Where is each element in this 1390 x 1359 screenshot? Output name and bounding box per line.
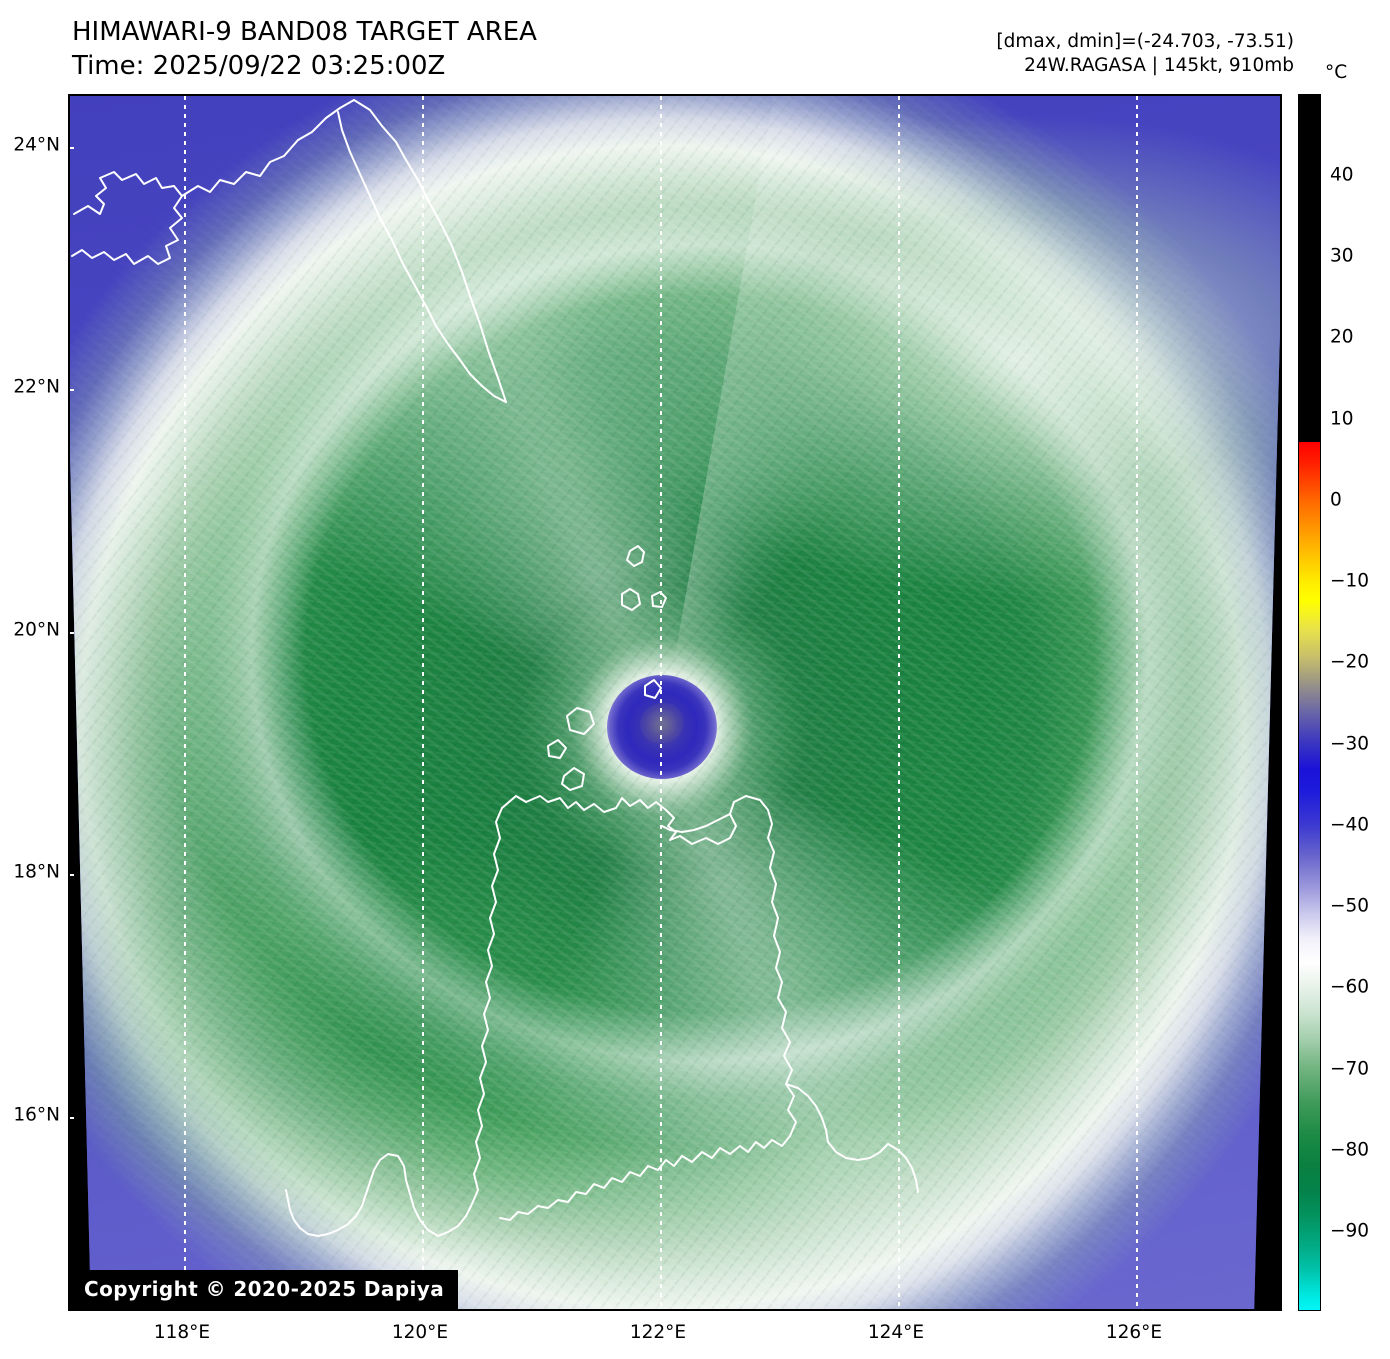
- colorbar-tick-m60: −60: [1330, 976, 1370, 998]
- colorbar-tick-20: 20: [1330, 326, 1354, 348]
- colorbar-tick-m30: −30: [1330, 733, 1370, 755]
- temperature-colorbar: [1298, 94, 1321, 1311]
- satellite-image-plot: Copyright © 2020-2025 Dapiya: [68, 94, 1282, 1311]
- colorbar-tick-10: 10: [1330, 408, 1354, 430]
- axis-label-lon-120: 120°E: [391, 1322, 449, 1343]
- colorbar-tick-30: 30: [1330, 245, 1354, 267]
- axis-label-lat-18: 18°N: [13, 861, 60, 883]
- colorbar-tick-m70: −70: [1330, 1058, 1370, 1080]
- axis-label-lon-124: 124°E: [867, 1322, 925, 1343]
- axis-label-lon-118: 118°E: [153, 1322, 211, 1343]
- colorbar-tick-40: 40: [1330, 164, 1354, 186]
- colorbar-tick-m90: −90: [1330, 1220, 1370, 1242]
- colorbar-unit-label: °C: [1325, 62, 1348, 83]
- axis-label-lat-20: 20°N: [13, 619, 60, 641]
- axis-label-lon-126: 126°E: [1105, 1322, 1163, 1343]
- axis-label-lat-22: 22°N: [13, 376, 60, 398]
- eye-warm-center: [635, 697, 690, 749]
- axis-label-lon-122: 122°E: [629, 1322, 687, 1343]
- axis-label-lat-24: 24°N: [13, 134, 60, 156]
- storm-info-label: 24W.RAGASA | 145kt, 910mb: [1024, 54, 1294, 76]
- axis-label-lat-16: 16°N: [13, 1104, 60, 1126]
- copyright-banner: Copyright © 2020-2025 Dapiya: [70, 1270, 459, 1309]
- typhoon-eye: [607, 675, 718, 780]
- colorbar-tick-m10: −10: [1330, 570, 1370, 592]
- metadata-block: [dmax, dmin]=(-24.703, -73.51) 24W.RAGAS…: [996, 30, 1294, 77]
- page-title: HIMAWARI-9 BAND08 TARGET AREA: [72, 17, 537, 47]
- title-block: HIMAWARI-9 BAND08 TARGET AREA Time: 2025…: [72, 16, 537, 84]
- colorbar-tick-m20: −20: [1330, 651, 1370, 673]
- satellite-data-swath: [70, 96, 1280, 1309]
- data-minmax-label: [dmax, dmin]=(-24.703, -73.51): [996, 31, 1294, 52]
- colorbar-tick-m40: −40: [1330, 814, 1370, 836]
- colorbar-tick-0: 0: [1330, 489, 1342, 511]
- timestamp-line: Time: 2025/09/22 03:25:00Z: [72, 50, 446, 81]
- plot-inner: Copyright © 2020-2025 Dapiya: [70, 96, 1280, 1309]
- colorbar-tick-m50: −50: [1330, 895, 1370, 917]
- colorbar-tick-m80: −80: [1330, 1139, 1370, 1161]
